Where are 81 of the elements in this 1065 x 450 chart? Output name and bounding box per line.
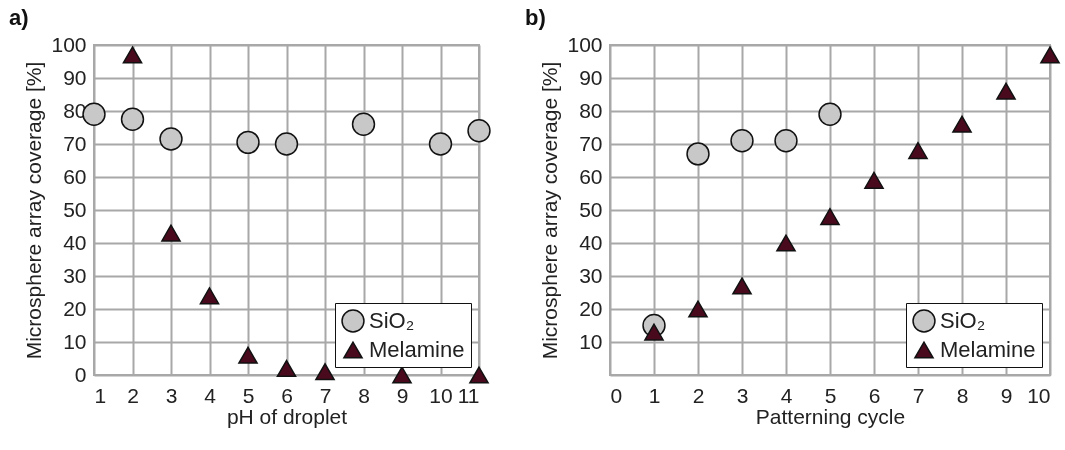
point	[236, 130, 260, 155]
x-tick-label: 2	[127, 383, 139, 407]
x-tick-label: 2	[692, 383, 705, 407]
y-tick-label: 20	[63, 296, 87, 320]
x-tick-label: 3	[165, 383, 178, 407]
y-axis-title: Microsphere array coverage [%]	[538, 61, 562, 360]
point	[1040, 46, 1060, 64]
x-tick-label: 7	[912, 383, 925, 407]
chart-title: b)	[525, 5, 546, 30]
legend-label: Melamine	[940, 337, 1036, 362]
point	[469, 366, 489, 384]
x-tick-label: 7	[319, 383, 332, 407]
y-tick-label: 0	[74, 362, 87, 386]
x-tick-label: 8	[956, 383, 969, 407]
legend-label: SiO₂	[369, 308, 415, 333]
x-axis-title: pH of droplet	[226, 404, 348, 428]
x-tick-label: 6	[281, 383, 293, 407]
point	[199, 287, 220, 305]
y-tick-label: 100	[567, 32, 603, 56]
y-tick-label: 30	[63, 263, 87, 287]
point	[688, 300, 708, 318]
point	[908, 141, 928, 160]
x-tick-label: 11	[457, 383, 480, 407]
y-tick-label: 80	[579, 98, 603, 122]
x-axis-title: Patterning cycle	[755, 404, 906, 428]
y-tick-label: 10	[63, 329, 87, 353]
point	[952, 115, 972, 133]
x-tick-label: 5	[824, 383, 837, 407]
point	[644, 323, 664, 341]
y-axis-title: Microsphere array coverage [%]	[22, 61, 46, 360]
y-tick-label: 30	[579, 263, 603, 287]
y-tick-label: 40	[63, 230, 87, 254]
y-tick-label: 20	[579, 296, 603, 320]
point	[392, 366, 412, 384]
x-tick-label: 4	[204, 383, 217, 407]
point	[730, 129, 754, 153]
x-tick-label: 0	[610, 383, 623, 407]
x-tick-label: 9	[396, 383, 409, 407]
x-tick-label: 4	[780, 383, 793, 407]
chart-title: a)	[9, 5, 29, 30]
point	[161, 224, 181, 242]
y-tick-label: 60	[579, 164, 603, 188]
point	[274, 132, 299, 156]
y-tick-label: 60	[63, 164, 87, 188]
point	[120, 107, 145, 131]
point	[776, 234, 796, 252]
point	[159, 127, 183, 151]
x-tick-label: 1	[648, 383, 661, 407]
y-tick-label: 50	[63, 197, 87, 221]
x-tick-label: 9	[1000, 383, 1013, 407]
point	[820, 207, 840, 226]
point	[276, 359, 297, 378]
y-tick-label: 10	[579, 329, 603, 353]
point	[864, 171, 884, 189]
point	[428, 132, 453, 156]
y-tick-label: 90	[63, 65, 87, 89]
x-tick-label: 3	[736, 383, 749, 407]
x-tick-label: 10	[1027, 383, 1051, 407]
legend-label: SiO₂	[940, 308, 986, 333]
point	[774, 129, 798, 153]
x-tick-label: 8	[358, 383, 370, 407]
point	[315, 363, 335, 381]
x-tick-label: 6	[868, 383, 881, 407]
point	[818, 102, 842, 126]
y-tick-label: 50	[579, 197, 603, 221]
y-tick-label: 70	[579, 131, 603, 155]
x-tick-label: 5	[242, 383, 255, 407]
y-tick-label: 70	[63, 131, 87, 155]
x-tick-label: 1	[94, 383, 107, 407]
legend-label: Melamine	[369, 337, 465, 362]
point	[686, 142, 710, 166]
x-tick-label: 10	[429, 383, 453, 407]
point	[122, 46, 143, 64]
point	[996, 82, 1016, 100]
point	[351, 112, 376, 136]
point	[732, 277, 752, 295]
point	[238, 346, 258, 364]
y-tick-label: 100	[51, 32, 87, 56]
y-tick-label: 90	[579, 65, 603, 89]
y-tick-label: 40	[579, 230, 603, 254]
point	[467, 119, 491, 143]
